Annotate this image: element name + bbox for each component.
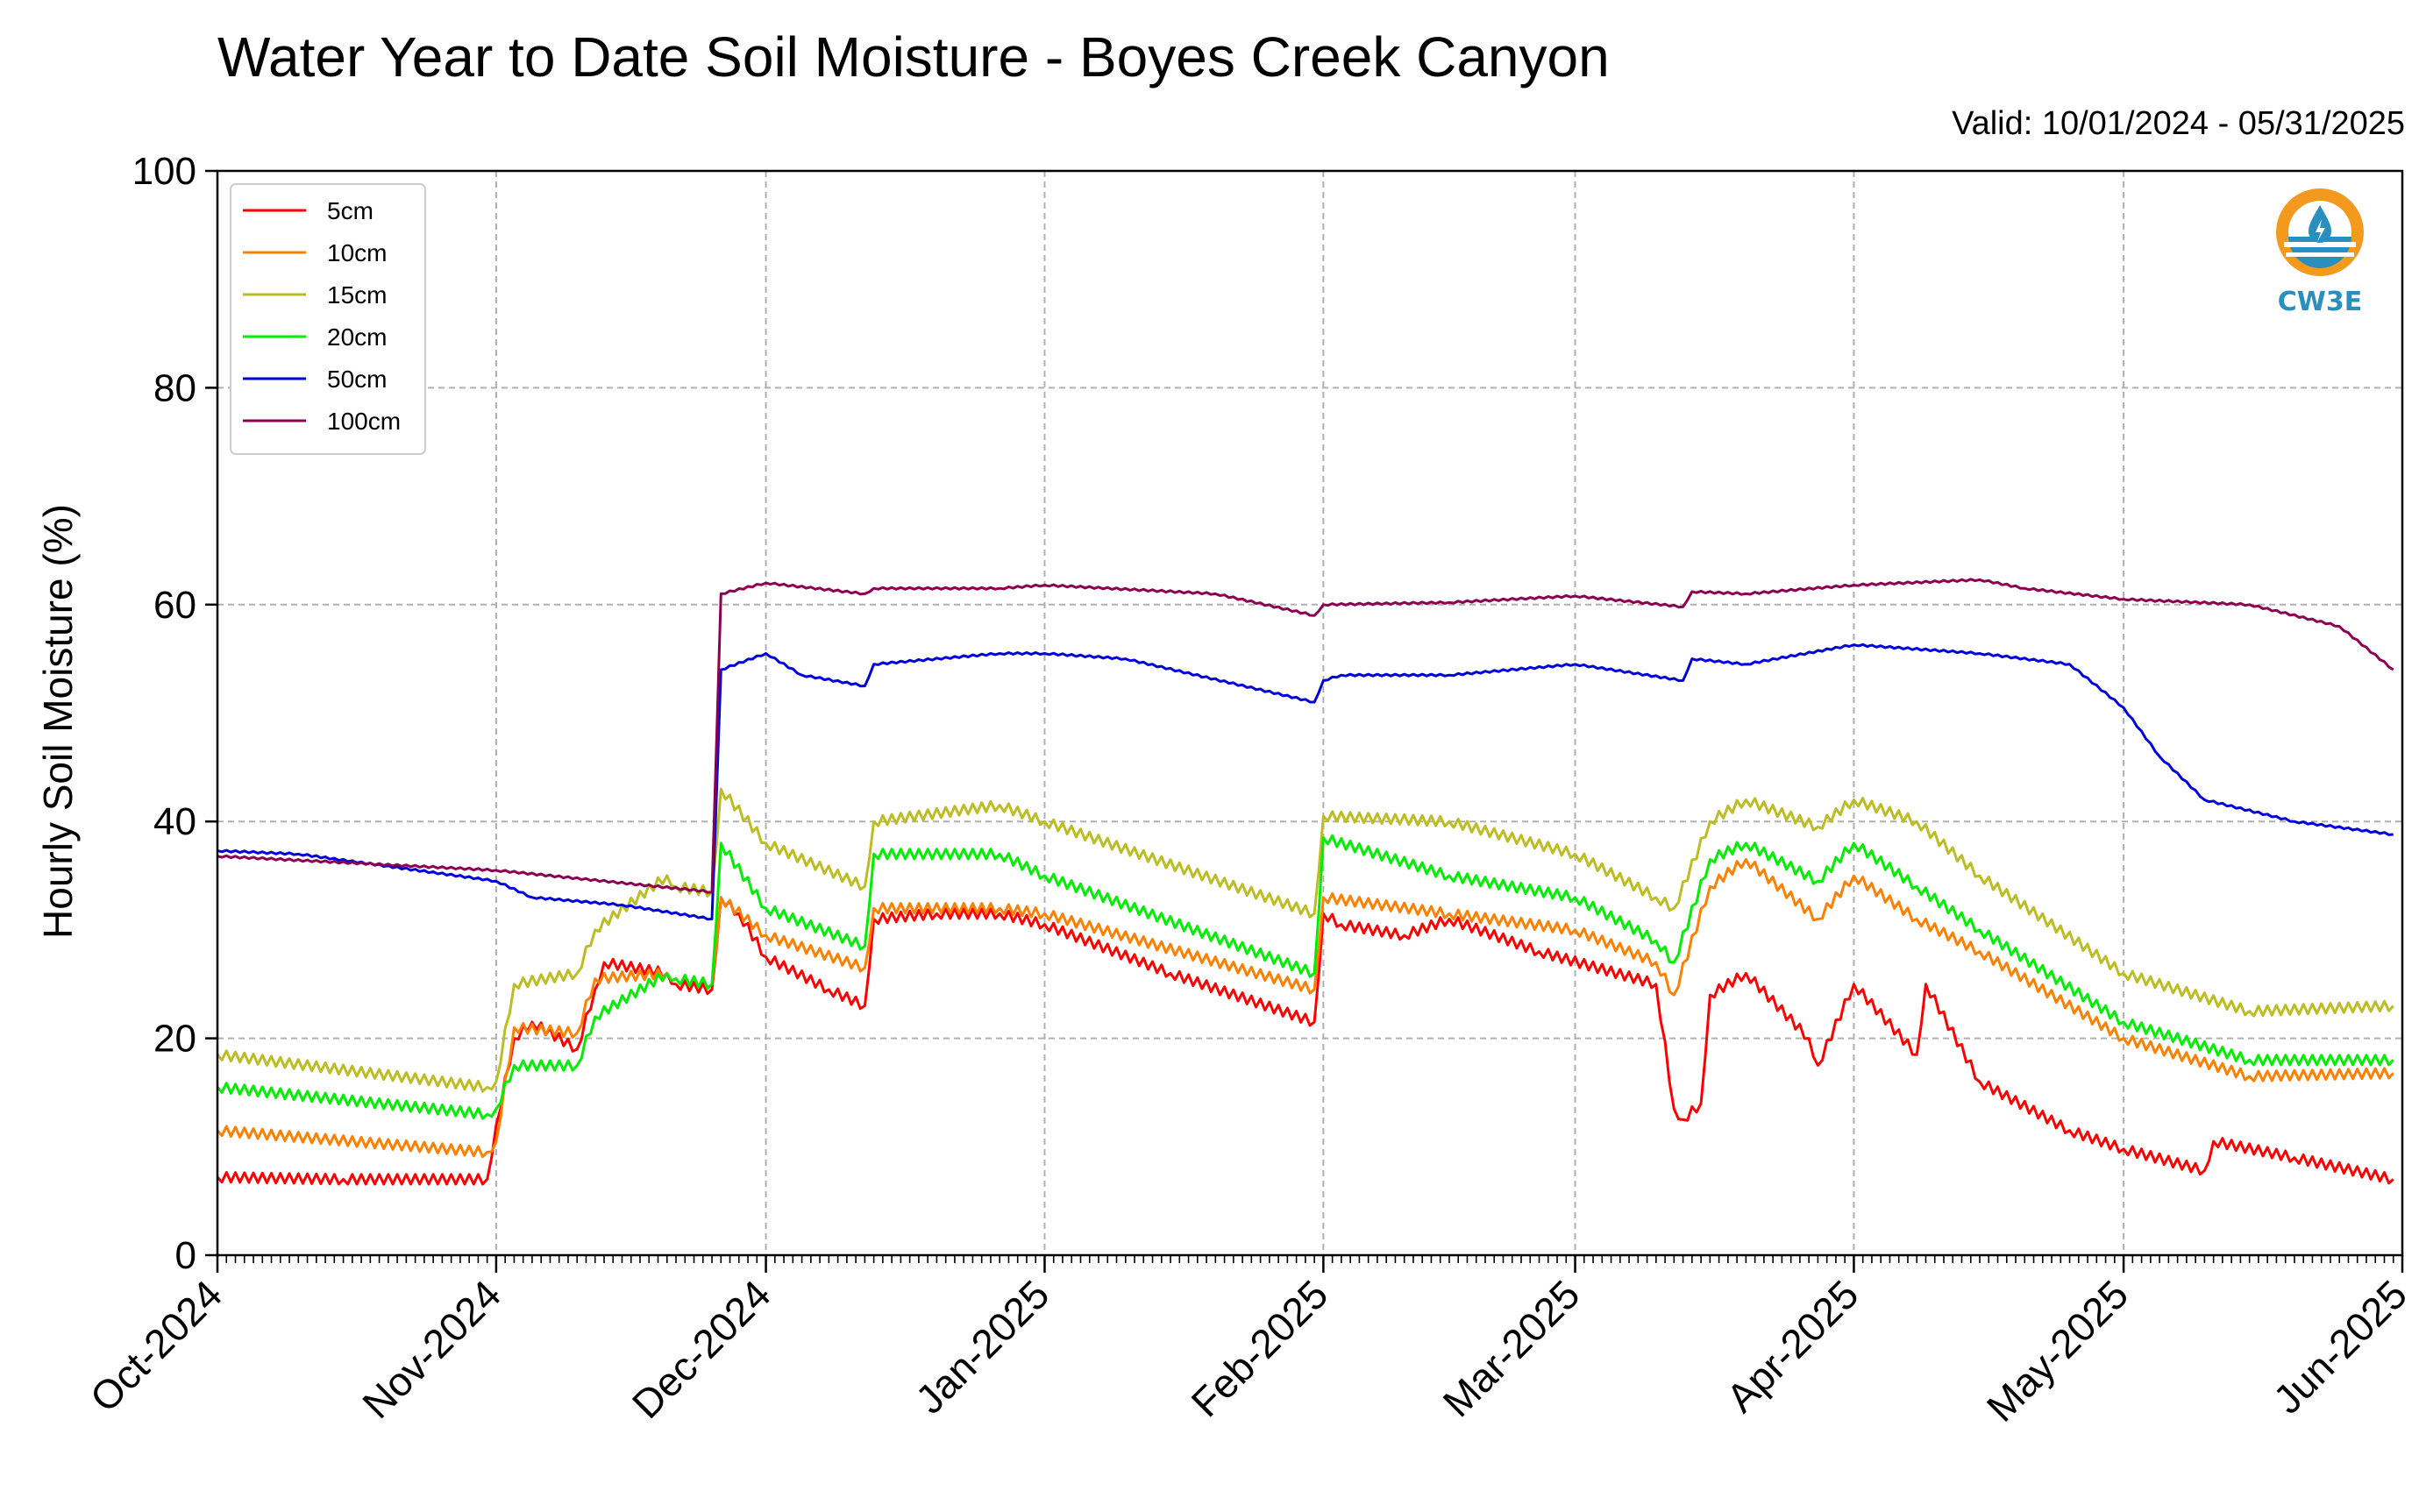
series-lines	[216, 578, 2394, 1186]
y-tick-label: 0	[175, 1234, 196, 1277]
logo-text: CW3E	[2277, 287, 2363, 317]
cw3e-logo: CW3E	[2267, 184, 2373, 317]
valid-date-range: Valid: 10/01/2024 - 05/31/2025	[1952, 105, 2405, 142]
x-tick-label: Jan-2025	[907, 1271, 1057, 1422]
x-tick-label: Mar-2025	[1434, 1271, 1589, 1425]
x-tick-label: Feb-2025	[1182, 1271, 1336, 1425]
x-tick-label: May-2025	[1978, 1271, 2137, 1430]
x-tick-label: Oct-2024	[82, 1271, 231, 1421]
x-tick-label: Dec-2024	[623, 1271, 779, 1427]
legend-label-20cm: 20cm	[327, 323, 387, 351]
legend-label-15cm: 15cm	[327, 281, 387, 309]
series-line-15cm	[216, 787, 2394, 1093]
plot-frame	[216, 169, 2404, 1257]
x-tick-label: Nov-2024	[353, 1271, 509, 1427]
grid-lines	[217, 171, 2402, 1255]
y-tick-label: 60	[153, 584, 196, 627]
axes: 0 20 40 60 80 100 Oct-2024 Nov-2024 Dec-2024 Jan-…	[82, 150, 2416, 1430]
x-tick-label: Apr-2025	[1718, 1271, 1868, 1421]
legend: 5cm 10cm 15cm 20cm 50cm 100cm	[230, 183, 426, 455]
water-drop-icon	[2276, 188, 2364, 276]
series-line-5cm	[216, 896, 2394, 1186]
y-tick-label: 20	[153, 1018, 196, 1061]
legend-label-100cm: 100cm	[327, 408, 401, 435]
y-tick-label: 100	[132, 150, 196, 193]
series-line-20cm	[216, 834, 2394, 1120]
y-tick-label: 40	[153, 800, 196, 843]
legend-label-50cm: 50cm	[327, 366, 387, 393]
chart-title: Water Year to Date Soil Moisture - Boyes…	[217, 25, 1610, 89]
series-line-50cm	[217, 642, 2394, 921]
legend-label-10cm: 10cm	[327, 239, 387, 266]
y-tick-label: 80	[153, 366, 196, 409]
series-line-100cm	[217, 578, 2394, 894]
legend-label-5cm: 5cm	[327, 197, 374, 224]
series-line-10cm	[216, 858, 2394, 1159]
x-tick-label: Jun-2025	[2265, 1271, 2415, 1422]
